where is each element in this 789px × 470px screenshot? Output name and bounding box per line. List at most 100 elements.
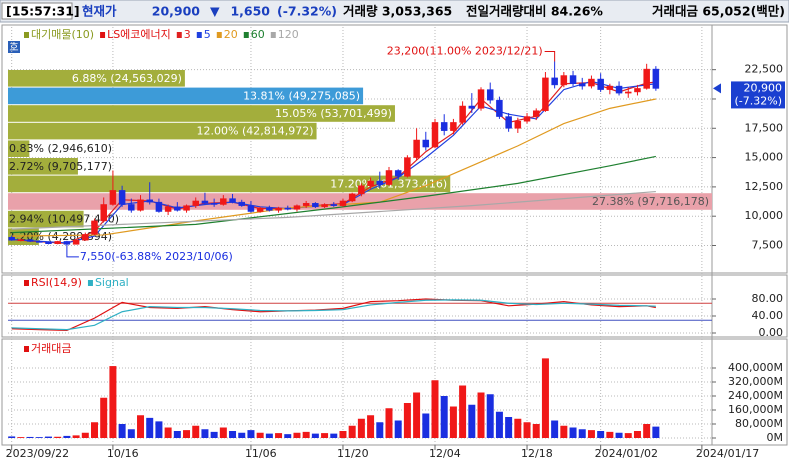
volume-bar xyxy=(643,424,651,438)
volume-bar xyxy=(431,380,439,438)
volume-bar xyxy=(330,433,338,438)
legend-label: Signal xyxy=(95,276,129,289)
candle-body xyxy=(247,205,255,212)
candle-body xyxy=(606,85,614,90)
legend-label: 거래대금 xyxy=(31,342,71,355)
volume-profile-bar xyxy=(8,70,185,87)
time: [15:57:31] xyxy=(6,4,80,19)
legend-label: 5 xyxy=(204,28,211,41)
volume-profile-bar xyxy=(8,158,78,175)
volume-bar xyxy=(54,436,62,438)
candle-body xyxy=(578,83,586,87)
x-tick-label: 10/16 xyxy=(107,447,139,460)
volume-bar xyxy=(63,435,71,438)
candle-body xyxy=(8,237,15,241)
volume-bar xyxy=(81,432,89,438)
volume-ratio: 전일거래량대비 84.26% xyxy=(466,4,603,19)
candle-body xyxy=(514,120,522,129)
volume-bar xyxy=(118,424,126,438)
volume-bar xyxy=(551,420,559,438)
candle-body xyxy=(128,204,135,211)
y-tick-label: 22,500 xyxy=(745,63,784,76)
volume-bar xyxy=(486,394,494,438)
volume-bar xyxy=(615,432,623,438)
candle-body xyxy=(532,110,540,117)
candle-body xyxy=(155,201,163,212)
legend-marker xyxy=(216,32,222,38)
volume-bar xyxy=(210,431,218,438)
last-price-label: 20,900 xyxy=(744,81,783,94)
tool-icon xyxy=(8,41,20,53)
price: 20,900 xyxy=(152,4,201,19)
ma-line xyxy=(11,155,656,234)
candle-body xyxy=(588,78,595,87)
volume-profile-bar xyxy=(8,105,395,122)
candle-body xyxy=(118,190,126,205)
volume-bar xyxy=(26,436,34,438)
legend-label: LS에코에너지 xyxy=(107,28,171,41)
change: 1,650 xyxy=(230,4,270,19)
candle-body xyxy=(192,200,199,206)
volume-bar xyxy=(275,433,283,438)
volume-profile-bar xyxy=(8,175,451,193)
legend-label: 60 xyxy=(251,28,265,41)
volume-bar xyxy=(367,415,375,438)
annotation-leader xyxy=(66,244,79,258)
x-tick-label: 2024/01/02 xyxy=(595,447,658,460)
y-tick-label: 80,000M xyxy=(735,417,783,430)
volume-bar xyxy=(403,403,411,438)
volume-bar xyxy=(256,432,264,438)
candle-body xyxy=(109,190,117,205)
price-panel xyxy=(1,24,788,274)
candle-body xyxy=(229,198,236,203)
volume-profile-bar xyxy=(8,122,317,140)
volume-bar xyxy=(560,425,568,438)
last-price-change: (-7.32%) xyxy=(735,94,783,107)
volume-bar xyxy=(587,430,595,438)
x-tick-label: 12/04 xyxy=(429,447,461,460)
candle-body xyxy=(91,220,98,235)
candle-body xyxy=(302,203,310,206)
legend-label: 120 xyxy=(278,28,299,41)
volume-bar xyxy=(44,436,52,438)
candle-body xyxy=(634,88,641,93)
candle-body xyxy=(615,85,623,94)
volume-bar xyxy=(541,358,549,438)
volume-bar xyxy=(109,366,117,438)
volume-bar xyxy=(495,411,503,438)
y-tick-label: 320,000M xyxy=(728,375,783,388)
candle-body xyxy=(348,193,356,202)
trade-value: 거래대금 65,052(백만) xyxy=(652,4,785,19)
candle-body xyxy=(146,199,153,203)
arrow: ▼ xyxy=(210,4,220,19)
candle-body xyxy=(284,207,292,210)
volume-profile-label: 2.72% (9,705,177) xyxy=(9,160,112,173)
candle-body xyxy=(358,185,365,195)
volume-bar xyxy=(532,424,540,438)
candle-body xyxy=(486,89,494,101)
volume-bar xyxy=(164,427,172,438)
volume-bar xyxy=(505,417,513,438)
volume-bar xyxy=(201,429,209,438)
volume-bar xyxy=(183,430,191,438)
volume-bar xyxy=(192,425,200,438)
volume-bar xyxy=(357,418,365,438)
volume-profile-bar xyxy=(8,210,84,228)
candle-body xyxy=(542,77,549,111)
volume-bar xyxy=(247,430,255,438)
candle-body xyxy=(266,207,273,211)
volume-bar xyxy=(229,431,237,438)
time-box xyxy=(1,2,73,20)
candle-body xyxy=(643,68,650,89)
candle-body xyxy=(164,206,172,212)
legend-marker xyxy=(24,280,29,286)
volume-bar xyxy=(459,385,467,438)
volume-bar xyxy=(155,421,163,438)
rsi-line xyxy=(11,299,656,331)
volume-bar xyxy=(311,433,319,438)
legend-label: 3 xyxy=(184,28,191,41)
candle-body xyxy=(459,105,466,123)
candle-body xyxy=(72,239,80,245)
volume-profile-bar xyxy=(8,140,30,157)
